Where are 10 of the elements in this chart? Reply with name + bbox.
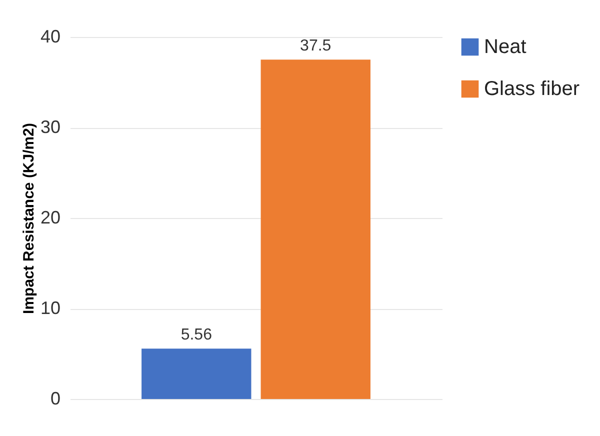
legend-label: Glass fiber <box>484 78 580 100</box>
y-tick-label: 20 <box>40 208 60 228</box>
y-tick-label: 40 <box>40 26 60 46</box>
legend-label: Neat <box>484 36 527 58</box>
data-label: 37.5 <box>300 38 332 55</box>
y-tick-label: 0 <box>50 388 60 408</box>
y-tick-label: 30 <box>40 117 60 137</box>
data-label: 5.56 <box>180 326 212 344</box>
y-axis-title: Impact Resistance (KJ/m2) <box>20 123 38 314</box>
y-tick-label: 10 <box>40 298 60 318</box>
